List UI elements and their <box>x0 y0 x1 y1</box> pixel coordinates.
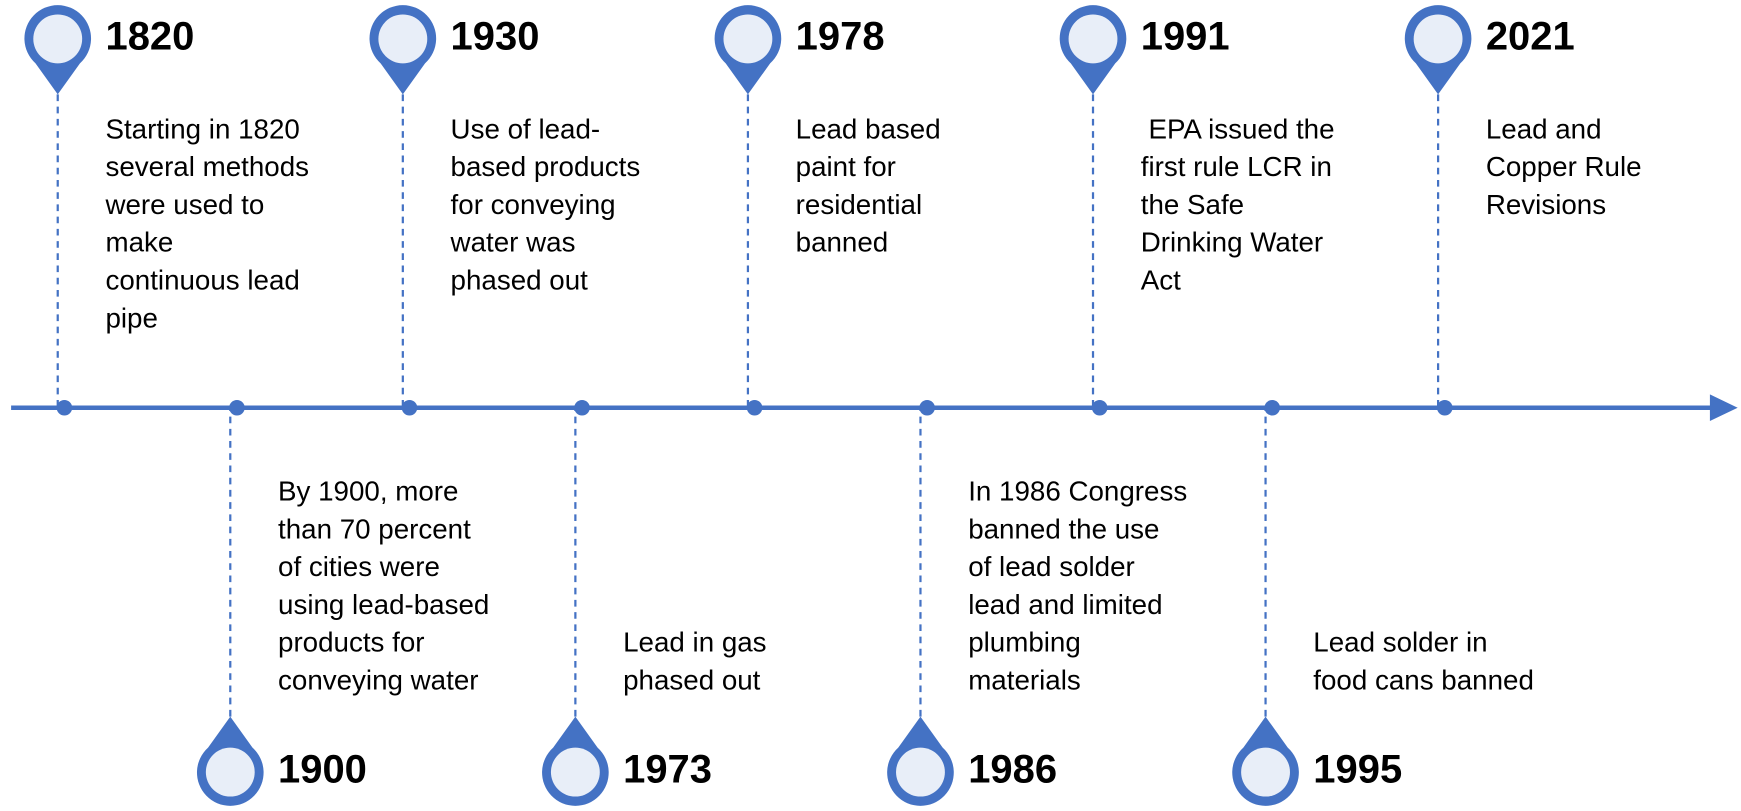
description-line: Lead based <box>796 113 941 144</box>
description-line: food cans banned <box>1313 664 1534 695</box>
year: 1978 <box>796 14 885 58</box>
description-line: materials <box>968 664 1081 695</box>
description-line: EPA issued the <box>1141 113 1335 144</box>
description-line: Lead and <box>1486 113 1602 144</box>
description-line: based products <box>451 151 641 182</box>
description-line: Lead solder in <box>1313 627 1487 658</box>
axis-dot <box>1091 399 1108 416</box>
description-line: Act <box>1141 265 1181 296</box>
year: 2021 <box>1486 14 1575 58</box>
description-line: for conveying <box>451 189 616 220</box>
description-line: residential <box>796 189 922 220</box>
description-line: paint for <box>796 151 896 182</box>
description-line: Starting in 1820 <box>105 113 299 144</box>
pin-center <box>1068 14 1118 64</box>
pin-center <box>896 747 945 797</box>
axis-dot <box>746 399 763 416</box>
year: 1986 <box>968 748 1057 792</box>
pin-center <box>550 747 600 797</box>
axis-dot <box>229 399 245 416</box>
pin-center <box>723 14 773 64</box>
description-line: than 70 percent <box>278 513 471 544</box>
description-line: pipe <box>105 302 157 333</box>
description-line: the Safe <box>1141 189 1244 220</box>
year: 1995 <box>1313 748 1402 792</box>
description-line: In 1986 Congress <box>968 476 1187 507</box>
pin-center <box>33 14 83 64</box>
year: 1973 <box>623 748 712 792</box>
description-line: Revisions <box>1486 189 1606 220</box>
description-line: phased out <box>623 664 761 695</box>
axis-dot <box>401 399 418 416</box>
description-line: plumbing <box>968 627 1081 658</box>
year: 1900 <box>278 748 367 792</box>
axis-dot <box>1264 399 1280 416</box>
description-line: banned <box>796 227 889 258</box>
description-line: continuous lead <box>105 265 299 296</box>
description-line: water was <box>450 227 576 258</box>
pin-center <box>205 747 255 797</box>
pin-center <box>1413 14 1463 64</box>
description-line: make <box>105 227 173 258</box>
pin-center <box>378 14 428 64</box>
description-line: By 1900, more <box>278 476 458 507</box>
description-line: Copper Rule <box>1486 151 1642 182</box>
axis-dot <box>574 399 590 416</box>
description-line: were used to <box>104 189 264 220</box>
axis-arrow <box>1709 394 1738 422</box>
description-line: phased out <box>451 265 589 296</box>
description-line: Lead in gas <box>623 627 766 658</box>
pin-center <box>1241 747 1290 797</box>
description-line: first rule LCR in <box>1141 151 1332 182</box>
description-line: banned the use <box>968 513 1159 544</box>
axis-dot <box>919 399 935 416</box>
year: 1930 <box>451 14 540 58</box>
description-line: of cities were <box>278 551 440 582</box>
axis-dot <box>56 399 73 416</box>
description-line: using lead-based <box>278 589 489 620</box>
year: 1820 <box>105 14 194 58</box>
description-line: lead and limited <box>968 589 1162 620</box>
description-line: several methods <box>105 151 309 182</box>
description-line: products for <box>278 627 424 658</box>
description-line: Use of lead- <box>451 113 601 144</box>
description-line: conveying water <box>278 664 478 695</box>
description-line: Drinking Water <box>1141 227 1323 258</box>
description-line: of lead solder <box>968 551 1135 582</box>
axis-dot <box>1436 399 1453 416</box>
year: 1991 <box>1141 14 1230 58</box>
